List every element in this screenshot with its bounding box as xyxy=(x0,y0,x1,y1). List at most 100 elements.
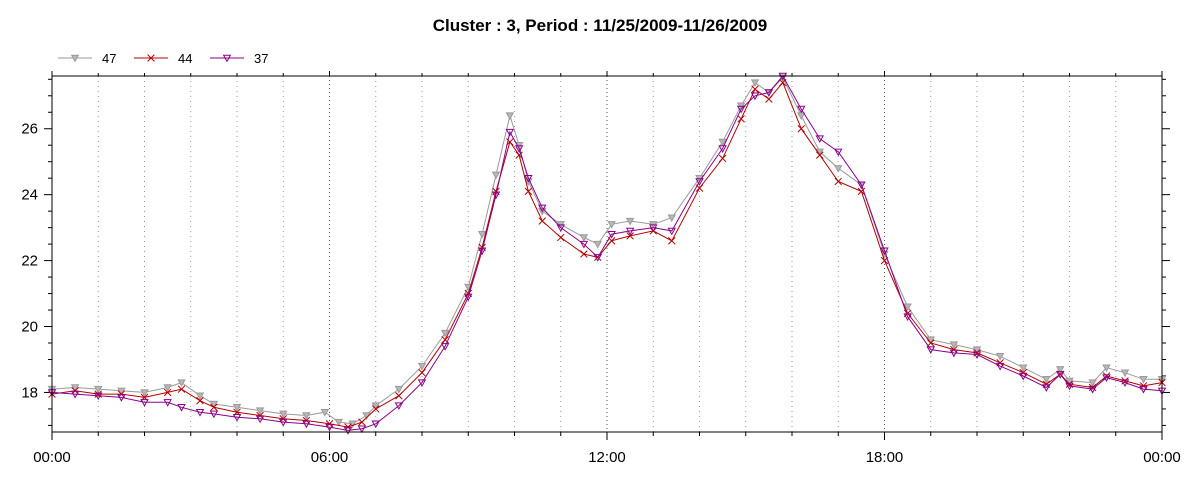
data-point xyxy=(358,418,366,426)
marker-stroke xyxy=(765,95,773,103)
marker-stroke xyxy=(94,390,103,398)
series-line-44 xyxy=(51,81,1163,428)
marker-stroke xyxy=(751,85,759,93)
data-point xyxy=(232,413,242,422)
marker-stroke xyxy=(1088,383,1097,392)
data-point xyxy=(903,313,912,322)
data-point xyxy=(343,427,353,435)
data-point xyxy=(210,403,218,412)
data-point xyxy=(737,115,745,123)
data-point xyxy=(524,187,533,196)
marker-stroke xyxy=(515,151,523,159)
data-point xyxy=(972,346,982,355)
legend-marker xyxy=(222,54,232,63)
data-point xyxy=(949,341,959,350)
y-tick-label: 26 xyxy=(21,121,38,138)
x-axis-tick-labels: 00:00 06:00 12:00 18:00 00:00 xyxy=(33,449,1181,466)
data-point xyxy=(926,339,935,347)
marker-stroke xyxy=(395,391,403,400)
data-point xyxy=(1056,366,1065,374)
data-point xyxy=(94,385,103,394)
marker-stroke xyxy=(580,250,588,258)
data-point xyxy=(1042,376,1051,384)
data-point xyxy=(302,420,311,429)
data-point xyxy=(857,187,866,196)
marker-stroke xyxy=(163,388,172,397)
marker-stroke xyxy=(441,335,449,344)
marker-stroke xyxy=(196,396,204,405)
marker-stroke xyxy=(797,124,806,133)
legend-item-47: 47 xyxy=(58,51,116,66)
data-point xyxy=(797,105,806,114)
legend-item-37: 37 xyxy=(210,51,268,66)
data-point xyxy=(538,217,547,225)
data-point xyxy=(371,402,380,411)
data-point xyxy=(418,368,426,377)
legend-label: 47 xyxy=(102,51,116,66)
data-point xyxy=(371,420,380,429)
data-point xyxy=(177,385,186,393)
marker-stroke xyxy=(371,405,380,413)
data-point xyxy=(279,410,288,419)
data-point xyxy=(556,224,565,233)
data-point xyxy=(857,181,866,190)
marker-stroke xyxy=(147,54,155,62)
data-point xyxy=(1019,372,1028,381)
data-point xyxy=(1139,385,1148,394)
y-tick-label: 22 xyxy=(21,253,38,270)
data-point xyxy=(177,404,186,412)
data-point xyxy=(491,191,501,200)
marker-stroke xyxy=(1102,372,1111,380)
data-point xyxy=(325,423,334,432)
marker-stroke xyxy=(667,237,676,245)
marker-stroke xyxy=(857,187,866,196)
data-point xyxy=(1139,376,1148,384)
data-point xyxy=(302,412,311,420)
data-point xyxy=(491,171,501,180)
y-tick-label: 24 xyxy=(21,187,38,204)
marker-stroke xyxy=(926,339,935,347)
data-point xyxy=(1042,384,1051,392)
data-point xyxy=(1102,374,1111,383)
data-point xyxy=(972,351,982,359)
data-point xyxy=(765,95,773,103)
data-point xyxy=(440,343,450,351)
series-47 xyxy=(47,74,1167,429)
data-point xyxy=(797,124,806,133)
data-point xyxy=(140,399,149,407)
data-point xyxy=(371,405,380,413)
data-point xyxy=(667,214,676,223)
data-point xyxy=(736,105,746,114)
data-point xyxy=(625,217,635,226)
data-point xyxy=(1088,383,1097,392)
data-point xyxy=(995,362,1005,371)
data-point xyxy=(477,247,487,256)
data-point xyxy=(750,79,760,88)
marker-stroke xyxy=(418,368,426,377)
legend-label: 37 xyxy=(254,51,268,66)
data-point xyxy=(718,138,727,147)
marker-stroke xyxy=(524,187,533,196)
x-tick-label: 06:00 xyxy=(311,449,349,466)
data-point xyxy=(1088,385,1097,394)
data-point xyxy=(195,409,205,417)
data-point xyxy=(834,165,843,173)
data-point xyxy=(667,237,676,245)
data-point xyxy=(579,240,589,249)
data-point xyxy=(1065,382,1074,391)
marker-stroke xyxy=(626,232,634,240)
series-37 xyxy=(47,72,1167,435)
chart-title: Cluster : 3, Period : 11/25/2009-11/26/2… xyxy=(433,16,768,35)
data-point xyxy=(764,89,774,97)
data-point xyxy=(834,148,843,157)
y-tick-label: 18 xyxy=(21,384,38,401)
data-point xyxy=(163,388,172,397)
x-tick-label: 00:00 xyxy=(1143,449,1181,466)
legend-item-44: 44 xyxy=(134,51,192,66)
data-point xyxy=(196,396,204,405)
marker-stroke xyxy=(973,349,981,357)
data-point xyxy=(195,392,205,401)
y-tick-label: 20 xyxy=(21,319,38,336)
data-point xyxy=(514,145,524,153)
